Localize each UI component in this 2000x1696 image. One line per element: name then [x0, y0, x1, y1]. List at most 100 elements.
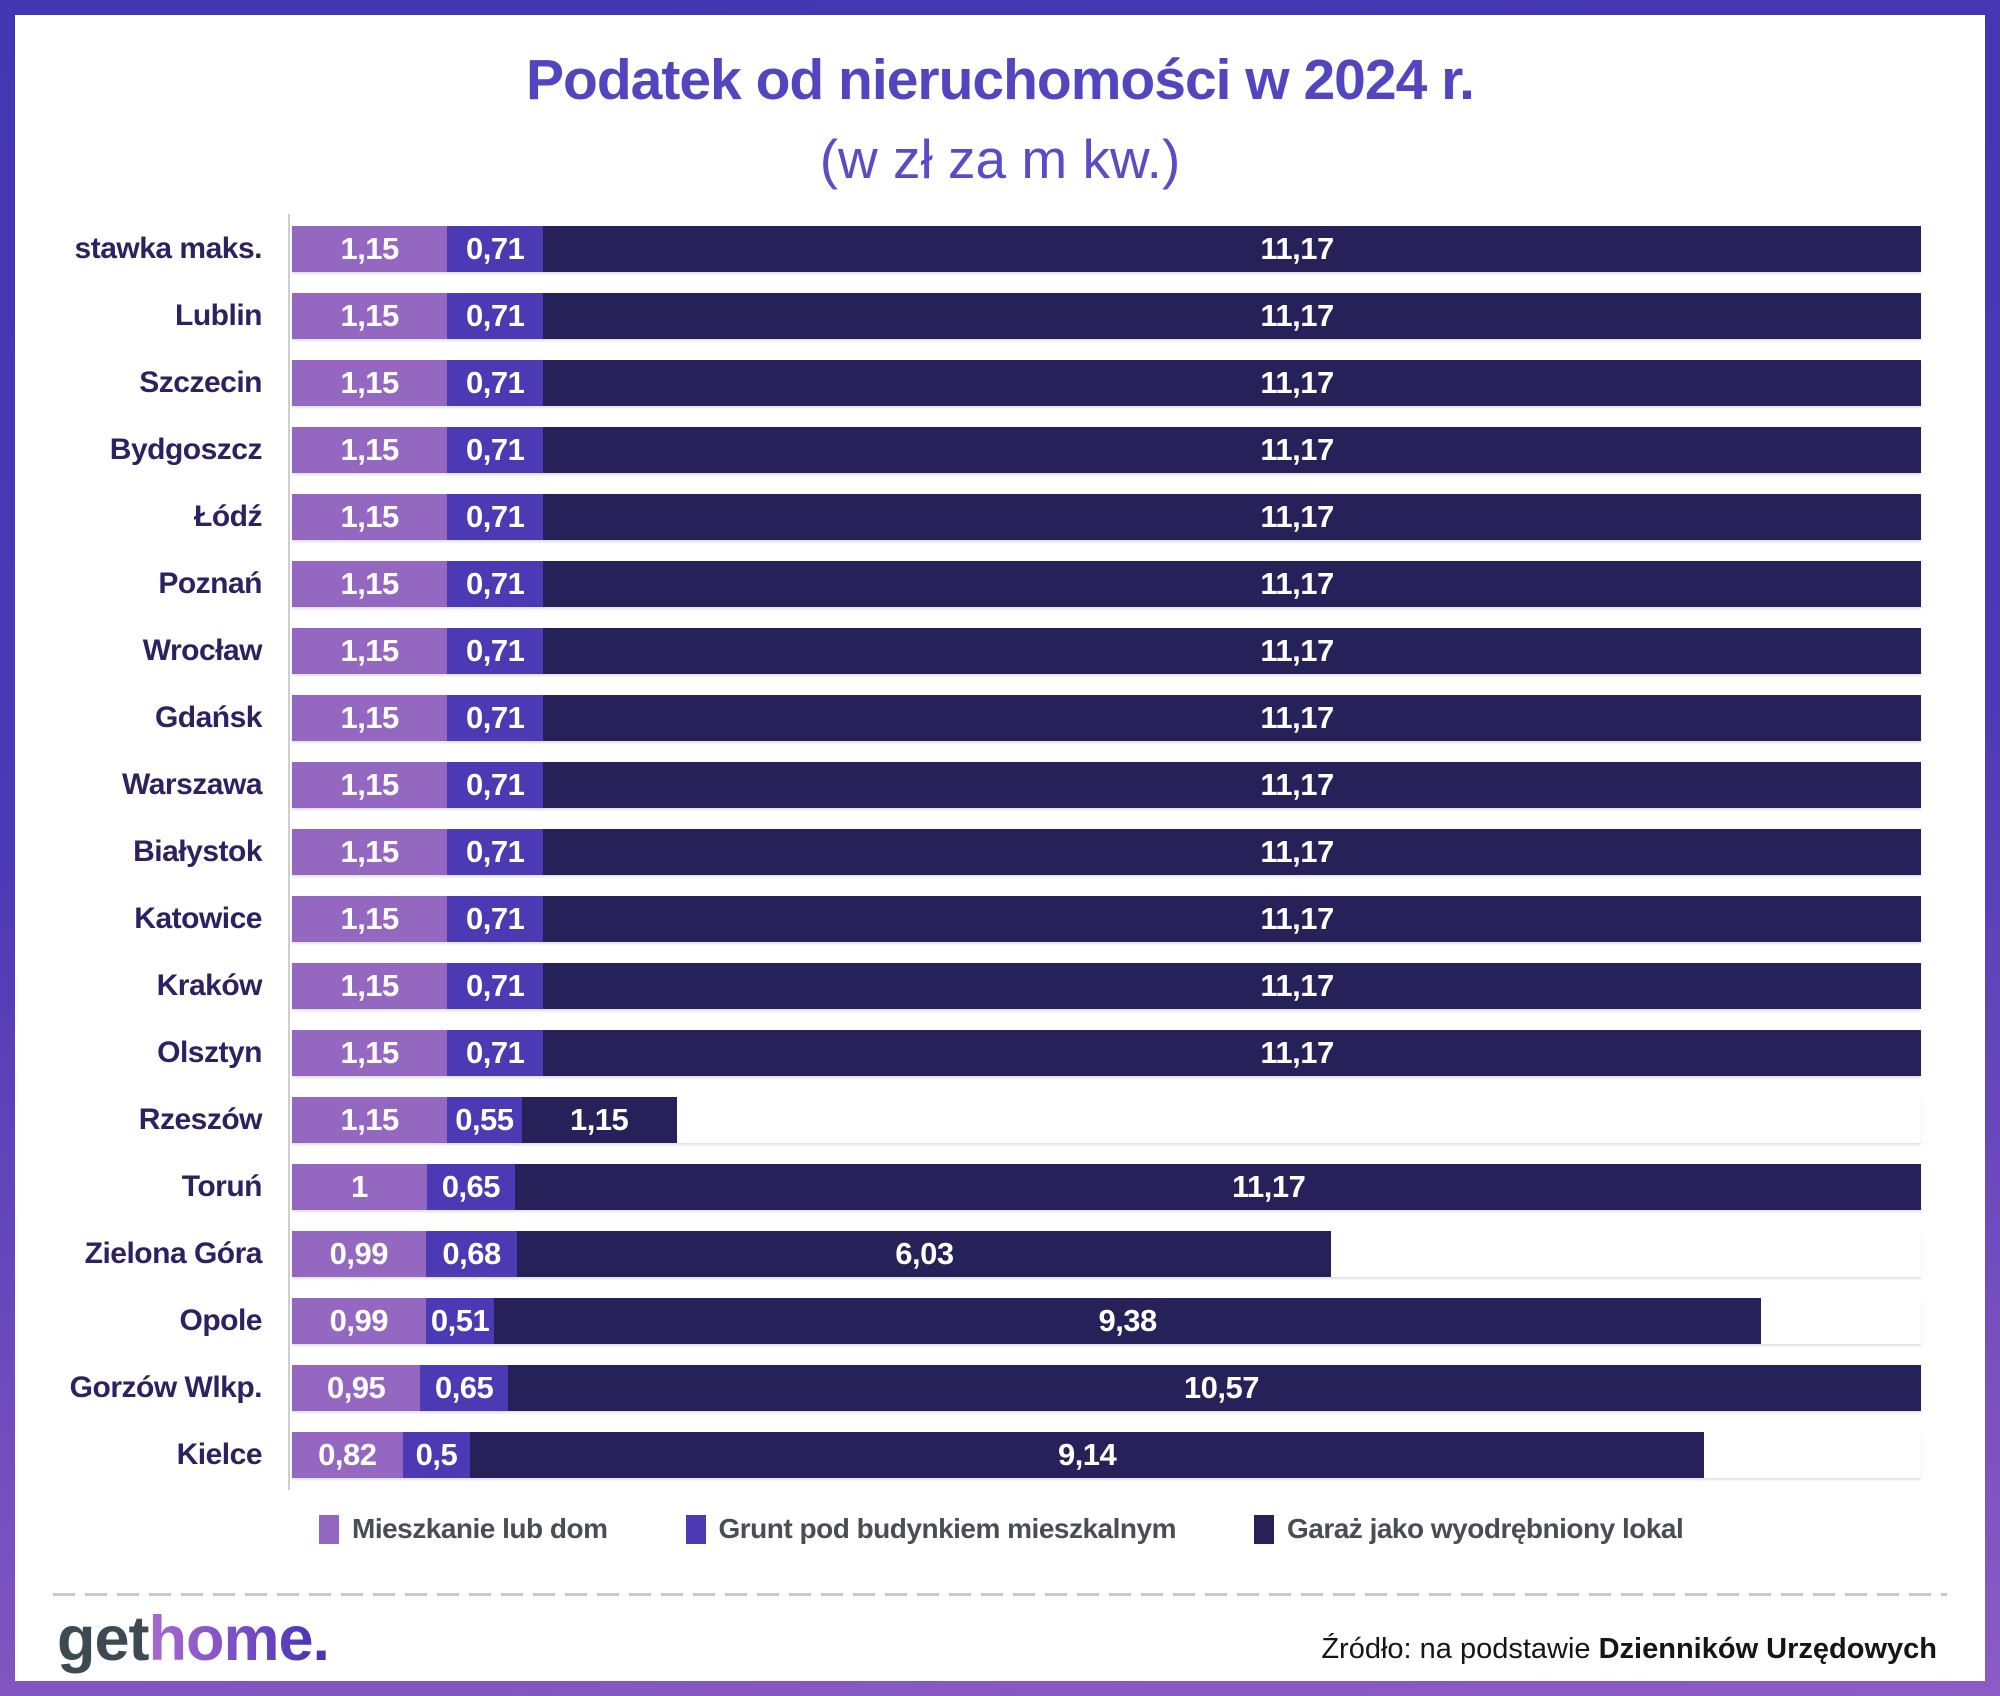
- bar-stack: 1,15 0,71 11,17: [292, 1030, 1921, 1076]
- bar-value: 1,15: [340, 566, 399, 601]
- bar-stack: 1,15 0,71 11,17: [292, 963, 1921, 1009]
- bar-value: 11,17: [1260, 298, 1334, 333]
- bar-stack: 1,15 0,71 11,17: [292, 360, 1921, 406]
- bar-value: 1,15: [569, 1102, 629, 1137]
- bar-stack: 1,15 0,71 11,17: [292, 628, 1921, 674]
- bar-segment-land: 0,71: [447, 494, 544, 540]
- bar-segment-land: 0,71: [447, 561, 544, 607]
- bar-value: 11,17: [1260, 1035, 1334, 1070]
- bar-segment-land: 0,65: [420, 1365, 508, 1411]
- bar-segment-dwelling: 1,15: [292, 427, 448, 473]
- bar-stack: 1 0,65 11,17: [292, 1164, 1921, 1210]
- bar-stack: 1,15 0,71 11,17: [292, 762, 1921, 808]
- chart-row: Katowice 1,15 0,71 11,17: [15, 896, 1985, 942]
- bar-value: 0,5: [415, 1437, 458, 1472]
- bar-value: 0,71: [466, 298, 525, 333]
- footer-divider: [53, 1593, 1947, 1596]
- bar-value: 0,82: [318, 1437, 377, 1472]
- bar-segment-land: 0,71: [447, 762, 544, 808]
- logo-dot: .: [312, 1604, 330, 1674]
- bar-stack: 0,95 0,65 10,57: [292, 1365, 1921, 1411]
- bar-segment-land: 0,71: [447, 1030, 544, 1076]
- legend-swatch: [319, 1514, 339, 1544]
- row-label: Warszawa: [122, 768, 262, 801]
- chart-row: Warszawa 1,15 0,71 11,17: [15, 762, 1985, 808]
- bar-value: 1,15: [340, 432, 399, 467]
- bar-value: 10,57: [1183, 1370, 1260, 1405]
- bar-value: 1,15: [340, 1102, 399, 1137]
- bar-stack: 1,15 0,71 11,17: [292, 561, 1921, 607]
- row-label: Katowice: [134, 902, 262, 935]
- bar-value: 11,17: [1260, 700, 1334, 735]
- bar-segment-dwelling: 1: [292, 1164, 427, 1210]
- source-text: Źródło: na podstawie Dzienników Urzędowy…: [1321, 1633, 1937, 1666]
- row-label: Kraków: [156, 969, 263, 1002]
- bar-value: 1,15: [340, 499, 399, 534]
- bar-stack: 1,15 0,71 11,17: [292, 829, 1921, 875]
- bar-segment-dwelling: 0,82: [292, 1432, 403, 1478]
- bar-value: 11,17: [1260, 968, 1334, 1003]
- bar-segment-land: 0,51: [425, 1298, 495, 1344]
- chart-row: Opole 0,99 0,51 9,38: [15, 1298, 1985, 1344]
- chart-row: Kraków 1,15 0,71 11,17: [15, 963, 1985, 1009]
- bar-stack: 1,15 0,71 11,17: [292, 695, 1921, 741]
- bar-value: 1,15: [340, 901, 399, 936]
- bar-segment-dwelling: 1,15: [292, 561, 448, 607]
- legend-label: Garaż jako wyodrębniony lokal: [1286, 1513, 1684, 1544]
- legend-item-garage: Garaż jako wyodrębniony lokal: [1253, 1513, 1684, 1545]
- bar-segment-land: 0,71: [447, 628, 544, 674]
- bar-segment-land: 0,68: [425, 1231, 518, 1277]
- bar-value: 0,71: [466, 767, 525, 802]
- chart-row: Wrocław 1,15 0,71 11,17: [15, 628, 1985, 674]
- bar-segment-dwelling: 1,15: [292, 829, 448, 875]
- chart-row: Bydgoszcz 1,15 0,71 11,17: [15, 427, 1985, 473]
- bar-stack: 1,15 0,71 11,17: [292, 293, 1921, 339]
- logo-home-text: home: [148, 1604, 314, 1674]
- chart-row: Lublin 1,15 0,71 11,17: [15, 293, 1985, 339]
- bar-value: 11,17: [1260, 432, 1334, 467]
- bar-segment-dwelling: 1,15: [292, 628, 448, 674]
- bar-value: 11,17: [1260, 901, 1334, 936]
- bar-value: 0,65: [434, 1370, 494, 1405]
- bar-segment-dwelling: 1,15: [292, 963, 448, 1009]
- bar-stack: 1,15 0,71 11,17: [292, 896, 1921, 942]
- bar-segment-garage: 11,17: [543, 360, 1921, 406]
- bar-segment-dwelling: 1,15: [292, 695, 448, 741]
- legend-swatch: [1253, 1514, 1274, 1544]
- bar-segment-land: 0,71: [447, 963, 544, 1009]
- bar-segment-dwelling: 1,15: [292, 360, 448, 406]
- chart-row: Rzeszów 1,15 0,55 1,15: [15, 1097, 1985, 1143]
- bar-value: 1,15: [340, 834, 399, 869]
- bar-value: 1,15: [340, 1035, 399, 1070]
- stacked-bar-chart: stawka maks. 1,15 0,71 11,17 Lublin 1,15 0,71 1…: [15, 214, 1985, 1499]
- bar-segment-garage: 11,17: [543, 829, 1921, 875]
- bar-value: 0,99: [329, 1236, 389, 1271]
- bar-value: 0,71: [466, 700, 525, 735]
- bar-value: 1,15: [340, 968, 399, 1003]
- bar-stack: 1,15 0,71 11,17: [292, 226, 1921, 272]
- bar-value: 0,51: [430, 1303, 490, 1338]
- chart-row: Zielona Góra 0,99 0,68 6,03: [15, 1231, 1985, 1277]
- bar-segment-garage: 9,14: [470, 1432, 1705, 1478]
- chart-row: Łódź 1,15 0,71 11,17: [15, 494, 1985, 540]
- bar-segment-dwelling: 1,15: [292, 226, 448, 272]
- source-prefix: Źródło: na podstawie: [1321, 1633, 1599, 1665]
- y-axis-line: [288, 214, 290, 1490]
- bar-segment-garage: 11,17: [543, 896, 1921, 942]
- bar-value: 0,55: [455, 1102, 514, 1137]
- bar-value: 0,71: [466, 834, 525, 869]
- bar-stack: 0,99 0,68 6,03: [292, 1231, 1921, 1277]
- bar-value: 0,71: [466, 499, 525, 534]
- bar-value: 11,17: [1260, 633, 1334, 668]
- bar-value: 0,65: [441, 1169, 501, 1204]
- bar-value: 1,15: [340, 231, 399, 266]
- row-label: Wrocław: [142, 634, 263, 667]
- bar-segment-dwelling: 1,15: [292, 1030, 448, 1076]
- bar-value: 0,71: [466, 633, 525, 668]
- bar-segment-dwelling: 0,95: [292, 1365, 421, 1411]
- bar-segment-land: 0,65: [427, 1164, 515, 1210]
- bar-segment-dwelling: 1,15: [292, 896, 448, 942]
- bar-stack: 1,15 0,55 1,15: [292, 1097, 1921, 1143]
- bar-value: 1,15: [340, 365, 399, 400]
- bar-segment-dwelling: 1,15: [292, 494, 448, 540]
